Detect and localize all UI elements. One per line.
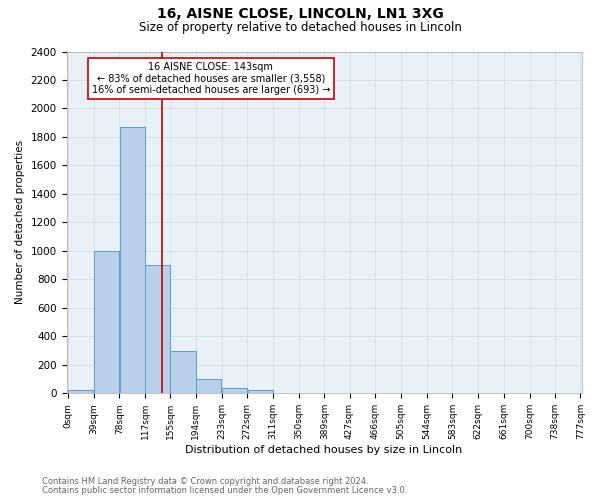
Bar <box>170 350 196 394</box>
Text: 16, AISNE CLOSE, LINCOLN, LN1 3XG: 16, AISNE CLOSE, LINCOLN, LN1 3XG <box>157 8 443 22</box>
Text: 16 AISNE CLOSE: 143sqm
← 83% of detached houses are smaller (3,558)
16% of semi-: 16 AISNE CLOSE: 143sqm ← 83% of detached… <box>92 62 330 95</box>
Bar <box>119 127 145 394</box>
Text: Size of property relative to detached houses in Lincoln: Size of property relative to detached ho… <box>139 21 461 34</box>
Bar <box>222 388 247 394</box>
Text: Contains public sector information licensed under the Open Government Licence v3: Contains public sector information licen… <box>42 486 407 495</box>
Y-axis label: Number of detached properties: Number of detached properties <box>15 140 25 304</box>
Bar <box>94 251 119 394</box>
Bar <box>68 390 94 394</box>
Bar <box>273 392 298 394</box>
Bar <box>196 379 221 394</box>
Bar <box>248 390 273 394</box>
Bar <box>145 265 170 394</box>
Text: Contains HM Land Registry data © Crown copyright and database right 2024.: Contains HM Land Registry data © Crown c… <box>42 477 368 486</box>
X-axis label: Distribution of detached houses by size in Lincoln: Distribution of detached houses by size … <box>185 445 463 455</box>
